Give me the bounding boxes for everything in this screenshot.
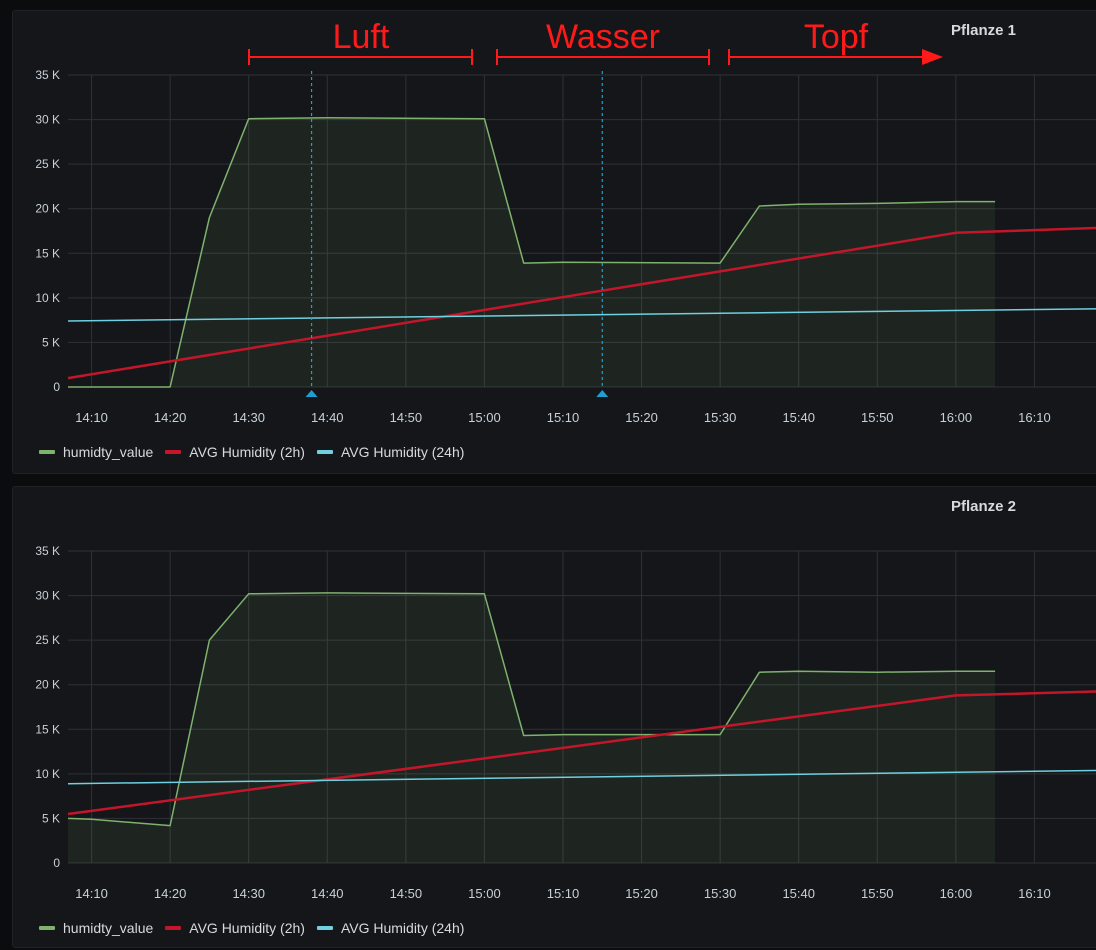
legend-swatch bbox=[316, 926, 333, 930]
legend-item-humidity[interactable]: humidty_value bbox=[39, 444, 153, 460]
x-tick-label: 15:30 bbox=[704, 886, 737, 901]
event-marker-triangle bbox=[305, 390, 318, 397]
x-tick-label: 15:10 bbox=[547, 410, 580, 425]
x-tick-label: 16:10 bbox=[1018, 886, 1051, 901]
y-tick-label: 10 K bbox=[35, 291, 60, 305]
legend-item-avg-24h[interactable]: AVG Humidity (24h) bbox=[316, 444, 465, 460]
x-tick-label: 15:00 bbox=[468, 886, 501, 901]
legend-item-avg-24h[interactable]: AVG Humidity (24h) bbox=[316, 920, 465, 936]
series-line-humidty-value bbox=[68, 117, 996, 388]
x-tick-label: 15:20 bbox=[625, 410, 658, 425]
series-line-avg-humidity-24h- bbox=[67, 308, 1096, 322]
y-tick-label: 10 K bbox=[35, 767, 60, 781]
x-tick-label: 15:40 bbox=[782, 886, 815, 901]
y-tick-label: 15 K bbox=[35, 722, 60, 736]
plot-area-1[interactable]: 0 5 K 10 K 15 K 20 K 25 K 30 K 35 K 14:10 14:20 14… bbox=[13, 11, 1096, 441]
legend-label: AVG Humidity (24h) bbox=[340, 444, 465, 460]
x-tick-label: 14:30 bbox=[232, 410, 265, 425]
legend-label: AVG Humidity (2h) bbox=[189, 920, 305, 936]
legend-label: AVG Humidity (24h) bbox=[340, 920, 465, 936]
series-line-avg-humidity-2h- bbox=[67, 226, 1096, 380]
legend-swatch bbox=[165, 450, 182, 454]
y-tick-label: 20 K bbox=[35, 678, 60, 692]
x-tick-label: 14:20 bbox=[154, 410, 187, 425]
plot-area-2[interactable]: 0 5 K 10 K 15 K 20 K 25 K 30 K 35 K 14:10 14:20 14… bbox=[13, 487, 1096, 917]
x-tick-label: 16:10 bbox=[1018, 410, 1051, 425]
x-tick-label: 15:50 bbox=[861, 886, 894, 901]
x-tick-label: 16:00 bbox=[940, 410, 973, 425]
y-tick-label: 30 K bbox=[35, 113, 60, 127]
legend-item-humidity[interactable]: humidty_value bbox=[39, 920, 153, 936]
x-tick-label: 15:20 bbox=[625, 886, 658, 901]
legend-swatch bbox=[316, 450, 333, 454]
panel-title: Pflanze 2 bbox=[951, 498, 1017, 515]
legend-swatch bbox=[165, 926, 182, 930]
x-tick-label: 14:40 bbox=[311, 886, 344, 901]
legend-label: humidty_value bbox=[63, 920, 154, 936]
y-tick-label: 5 K bbox=[42, 811, 60, 825]
legend-item-avg-2h[interactable]: AVG Humidity (2h) bbox=[165, 920, 305, 936]
series-line-humidty-value bbox=[67, 592, 996, 827]
x-tick-label: 14:30 bbox=[232, 886, 265, 901]
legend-label: humidty_value bbox=[63, 444, 154, 460]
x-tick-label: 14:20 bbox=[154, 886, 187, 901]
x-tick-label: 14:10 bbox=[75, 886, 108, 901]
series-line-avg-humidity-2h- bbox=[67, 690, 1096, 816]
y-tick-label: 30 K bbox=[35, 589, 60, 603]
y-tick-label: 25 K bbox=[35, 157, 60, 171]
event-marker-triangle bbox=[596, 390, 609, 397]
x-tick-label: 15:10 bbox=[547, 886, 580, 901]
y-tick-label: 15 K bbox=[35, 246, 60, 260]
y-tick-label: 5 K bbox=[42, 335, 60, 349]
legend: humidty_value AVG Humidity (2h) AVG Humi… bbox=[39, 920, 476, 936]
x-tick-label: 14:10 bbox=[75, 410, 108, 425]
y-tick-label: 20 K bbox=[35, 202, 60, 216]
y-tick-label: 25 K bbox=[35, 633, 60, 647]
y-tick-label: 0 bbox=[53, 380, 60, 394]
y-tick-label: 0 bbox=[53, 856, 60, 870]
x-tick-label: 15:50 bbox=[861, 410, 894, 425]
panel-title: Pflanze 1 bbox=[951, 22, 1017, 39]
x-tick-label: 14:50 bbox=[390, 886, 423, 901]
x-tick-label: 14:40 bbox=[311, 410, 344, 425]
chart-panel-1: 0 5 K 10 K 15 K 20 K 25 K 30 K 35 K 14:10 14:20 14… bbox=[12, 10, 1096, 474]
x-tick-label: 15:00 bbox=[468, 410, 501, 425]
legend-label: AVG Humidity (2h) bbox=[189, 444, 305, 460]
x-tick-label: 15:40 bbox=[782, 410, 815, 425]
legend-swatch bbox=[39, 926, 55, 930]
series-line-avg-humidity-24h- bbox=[67, 769, 1096, 785]
legend-swatch bbox=[39, 450, 55, 454]
x-tick-label: 15:30 bbox=[704, 410, 737, 425]
series-area-humidty-value bbox=[68, 592, 996, 863]
legend: humidty_value AVG Humidity (2h) AVG Humi… bbox=[39, 444, 476, 460]
series-area-humidty-value bbox=[68, 117, 996, 388]
y-tick-label: 35 K bbox=[35, 544, 60, 558]
x-tick-label: 16:00 bbox=[940, 886, 973, 901]
chart-panel-2: 0 5 K 10 K 15 K 20 K 25 K 30 K 35 K 14:10 14:20 14… bbox=[12, 486, 1096, 948]
x-tick-label: 14:50 bbox=[390, 410, 423, 425]
y-tick-label: 35 K bbox=[35, 68, 60, 82]
legend-item-avg-2h[interactable]: AVG Humidity (2h) bbox=[165, 444, 305, 460]
